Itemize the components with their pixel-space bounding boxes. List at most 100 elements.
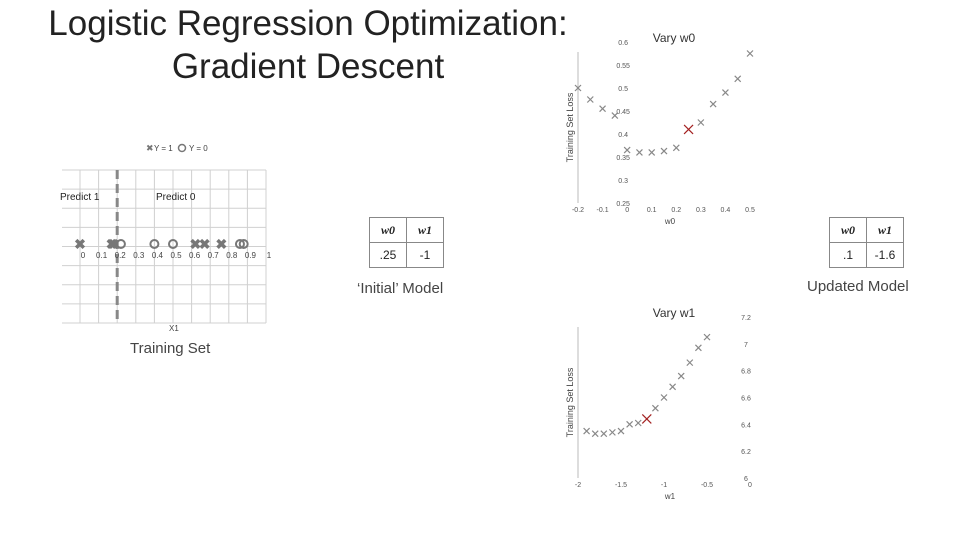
vary-w0-point [599,105,606,113]
point-stroke [651,404,659,412]
vary-w1-current-point [641,414,652,424]
updated-w0-value: .1 [829,242,867,268]
point-stroke [599,105,606,113]
training-set-plot: ✖ Y = 1 Y = 0 Predict 1 Predict 0 0 0.1 0.… [60,143,272,333]
vary-w0-point [648,148,656,156]
vary-w0-point [611,112,619,120]
vary-w1-point [660,394,668,401]
vary-w0-y-tick: 0.3 [618,178,628,185]
point-stroke [591,430,599,438]
vary-w1-title: Vary w1 [653,306,696,320]
point-stroke [600,430,608,438]
point-stroke [634,419,642,427]
vary-w0-x-label: w0 [664,217,676,226]
training-set-caption: Training Set [130,340,211,357]
vary-w1-point [634,419,642,427]
vary-w1-point [617,427,625,435]
training-point-y1: ✖ [189,236,201,252]
point-stroke [672,144,680,152]
vary-w0-point [636,148,643,156]
updated-w1-value: -1.6 [866,242,904,268]
point-stroke [623,146,631,154]
point-stroke [660,394,668,401]
predict-0-label: Predict 0 [156,192,196,203]
initial-model-table: w0 w1 .25 -1 [369,217,444,268]
vary-w1-y-label: Training Set Loss [565,367,575,437]
training-legend: ✖ Y = 1 Y = 0 [146,143,208,153]
vary-w0-point [746,50,754,57]
predict-1-label: Predict 1 [60,192,100,203]
vary-w1-point [583,427,591,435]
vary-w0-point [574,84,582,92]
initial-w1-header: w1 [406,217,444,243]
vary-w1-x-tick: -0.5 [701,482,713,489]
point-stroke [722,89,729,97]
legend-marker-y1: ✖ [146,143,154,153]
vary-w0-y-tick: 0.5 [618,86,628,93]
training-grid [62,169,267,324]
training-points: ✖ ✖✖ ✖✖ ✖ [74,236,249,252]
training-point-y1: ✖ [215,236,227,252]
point-stroke [611,112,619,120]
vary-w0-y-tick: 0.55 [616,63,630,70]
vary-w0-x-tick: 0.2 [671,207,681,214]
vary-w0-y-tick: 0.45 [616,109,630,116]
training-point-y1: ✖ [199,236,211,252]
legend-label-y0: Y = 0 [189,144,208,153]
point-stroke [683,124,694,135]
vary-w1-point [703,333,711,341]
point-stroke [583,427,591,435]
point-stroke [686,359,694,367]
point-stroke [697,119,705,126]
x-tick-label: 0.5 [170,251,182,260]
vary-w1-point [669,383,677,391]
vary-w1-point [608,428,616,436]
vary-w0-point [660,147,668,155]
initial-w0-value: .25 [369,242,407,268]
initial-w1-value: -1 [406,242,444,268]
vary-w0-y-tick: 0.25 [616,201,630,208]
vary-w0-title: Vary w0 [653,31,696,45]
legend-marker-y0 [177,143,187,153]
vary-w0-chart: Vary w0 Training Set Loss 0.25 0.3 0.35 0.4 0.… [565,31,755,226]
vary-w0-y-tick: 0.6 [618,40,628,47]
vary-w0-point [709,100,717,108]
point-stroke [641,414,652,424]
vary-w1-x-tick: -1 [661,482,667,489]
training-point-y0 [238,239,249,249]
point-stroke [660,147,668,155]
vary-w1-point [686,359,694,367]
vary-w0-current-point [683,124,694,135]
slide-title: Logistic Regression Optimization: Gradie… [28,2,588,88]
vary-w1-point [591,430,599,438]
vary-w1-y-tick: 6.2 [741,449,751,456]
x-tick-label: 0.9 [245,251,257,260]
vary-w1-x-tick: -1.5 [615,482,627,489]
vary-w0-x-tick: 0.1 [647,207,657,214]
point-stroke [694,344,702,352]
point-stroke [608,428,616,436]
point-stroke [636,148,643,156]
training-point-y0 [149,239,160,249]
vary-w1-y-tick: 6.6 [741,396,751,403]
point-stroke [626,420,634,428]
training-point-y0 [168,239,178,249]
legend-label-y1: Y = 1 [154,144,173,153]
x-tick-label: 0.2 [115,251,127,260]
point-stroke [734,75,742,83]
vary-w0-x-tick: 0 [625,207,629,214]
initial-w0-header: w0 [369,217,407,243]
updated-w0-header: w0 [829,217,867,243]
vary-w1-y-tick: 6.8 [741,369,751,376]
training-point-y1: ✖ [74,236,86,252]
point-stroke [586,96,594,103]
vary-w1-y-tick: 7 [744,342,748,349]
vary-w0-y-label: Training Set Loss [565,92,575,162]
vary-w1-point [626,420,634,428]
vary-w0-x-tick: 0.4 [721,207,731,214]
x-tick-label: 1 [267,251,272,260]
vary-w0-point [672,144,680,152]
vary-w1-point [651,404,659,412]
training-point-y0 [115,239,126,249]
vary-w1-point [677,372,685,380]
